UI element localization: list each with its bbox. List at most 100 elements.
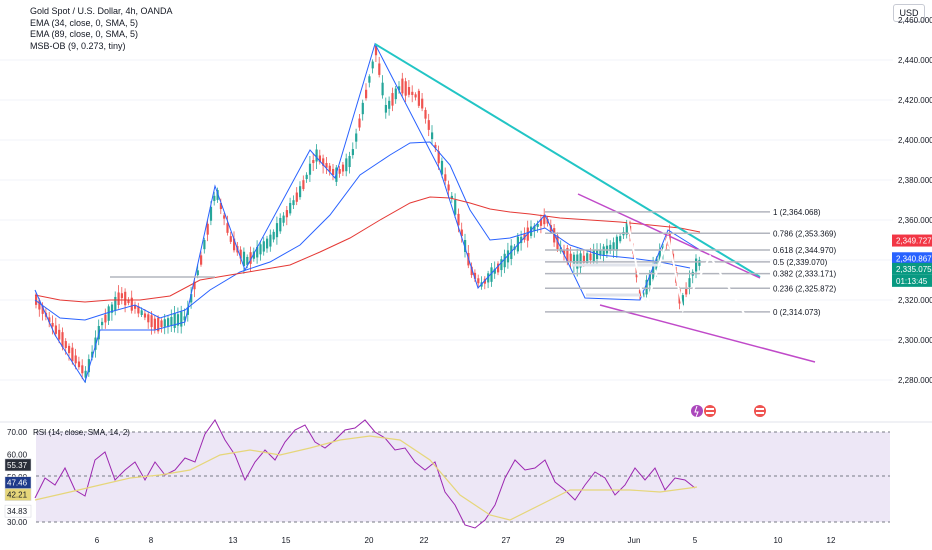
candle-body bbox=[645, 279, 648, 295]
candle-body bbox=[110, 304, 114, 313]
candle-body bbox=[259, 244, 262, 255]
grid bbox=[0, 59, 893, 381]
rsi-ma-line bbox=[34, 435, 698, 521]
candle-body bbox=[609, 244, 612, 251]
candle-body bbox=[579, 253, 582, 268]
candle-body bbox=[332, 168, 335, 176]
rsi-legend: RSI (14, close, SMA, 14, 2) bbox=[33, 428, 130, 437]
candle-body bbox=[143, 313, 147, 318]
candle-body bbox=[368, 76, 371, 83]
candle-body bbox=[685, 288, 688, 295]
candle-body bbox=[203, 240, 206, 250]
time-tick-label: 5 bbox=[693, 536, 698, 545]
candle-body bbox=[490, 267, 493, 282]
candle-body bbox=[58, 329, 61, 340]
candle-body bbox=[572, 254, 576, 266]
candle-body bbox=[355, 133, 358, 142]
candle-body bbox=[450, 195, 453, 199]
descending-trendline bbox=[374, 43, 761, 278]
candle-body bbox=[497, 263, 500, 273]
candle-body bbox=[322, 158, 325, 166]
candle-body bbox=[625, 222, 628, 235]
rsi-tick-label: 60.00 bbox=[7, 451, 28, 460]
us-flag-icon bbox=[754, 405, 766, 417]
arrow-icon bbox=[744, 321, 758, 336]
fib-level-label: 0.5 (2,339.070) bbox=[773, 258, 828, 267]
flash-icon bbox=[691, 405, 703, 417]
ema34-line bbox=[34, 141, 691, 321]
candle-body bbox=[374, 45, 378, 56]
candle-body bbox=[127, 299, 130, 304]
candle-body bbox=[381, 82, 384, 96]
candle-body bbox=[365, 89, 368, 99]
candle-body bbox=[384, 104, 387, 113]
candle-body bbox=[569, 253, 572, 262]
candle-body bbox=[312, 160, 315, 164]
candle-body bbox=[124, 291, 127, 306]
candle-body bbox=[272, 231, 275, 240]
candle-body bbox=[308, 163, 312, 175]
candle-body bbox=[658, 250, 661, 263]
time-tick-label: 13 bbox=[229, 536, 238, 545]
price-tick-label: 2,420.000 bbox=[898, 96, 932, 105]
candle-body bbox=[391, 93, 394, 106]
candle-body bbox=[81, 365, 84, 374]
candle-body bbox=[388, 100, 391, 109]
candle-body bbox=[341, 164, 345, 172]
price-axis[interactable]: 2,440.000 2,420.000 2,400.000 2,380.000 2,36… bbox=[892, 16, 932, 385]
candle-body bbox=[77, 361, 81, 368]
candle-body bbox=[48, 317, 51, 323]
candle-body bbox=[328, 165, 331, 172]
rsi-tag-bg bbox=[4, 458, 32, 472]
candle-body bbox=[615, 236, 618, 251]
candle-body bbox=[216, 190, 219, 200]
candle-body bbox=[249, 252, 252, 264]
candle-body bbox=[252, 251, 255, 259]
candle-body bbox=[599, 250, 602, 256]
time-axis[interactable]: 6 8 13 15 20 22 27 29 Jun 5 10 12 bbox=[95, 536, 836, 545]
time-tick-label: 22 bbox=[420, 536, 429, 545]
candle-body bbox=[176, 314, 180, 326]
event-icons[interactable] bbox=[691, 405, 766, 418]
candle-body bbox=[279, 217, 282, 232]
candle-body bbox=[325, 163, 328, 168]
msb-legend: MSB-OB (9, 0.273, tiny) bbox=[30, 40, 126, 51]
candle-body bbox=[556, 235, 559, 250]
candle-body bbox=[589, 253, 592, 261]
candle-body bbox=[533, 225, 536, 231]
candle-body bbox=[206, 223, 209, 235]
candle-body bbox=[394, 88, 397, 100]
candle-body bbox=[160, 320, 163, 328]
currency-button[interactable]: USD bbox=[893, 4, 925, 22]
fib-level-label: 0.236 (2,325.872) bbox=[773, 284, 836, 293]
candle-body bbox=[242, 251, 246, 267]
candle-body bbox=[520, 236, 523, 244]
last-price-tag: 2,335.075 bbox=[896, 265, 932, 274]
candle-body bbox=[91, 351, 94, 358]
candle-body bbox=[114, 296, 117, 311]
candle-body bbox=[414, 94, 417, 98]
ema89-legend: EMA (89, close, 0, SMA, 5) bbox=[30, 29, 139, 39]
candle-body bbox=[648, 273, 651, 286]
candle-body bbox=[229, 236, 232, 242]
candle-body bbox=[163, 319, 166, 327]
fib-level-label: 1 (2,364.068) bbox=[773, 208, 821, 217]
candle-body bbox=[285, 210, 288, 218]
price-tick-label: 2,400.000 bbox=[898, 136, 932, 145]
candle-body bbox=[289, 202, 292, 214]
candle-body bbox=[275, 223, 279, 238]
candle-body bbox=[500, 259, 503, 271]
candle-body bbox=[427, 120, 430, 130]
rsi-value-tag: 42.21 bbox=[7, 491, 28, 500]
candle-body bbox=[348, 155, 351, 168]
candle-body bbox=[193, 281, 196, 290]
candle-body bbox=[180, 311, 183, 327]
candle-body bbox=[401, 78, 404, 94]
fib-level-label: 0.786 (2,353.369) bbox=[773, 229, 836, 238]
candle-body bbox=[183, 316, 186, 321]
time-tick-label: 10 bbox=[774, 536, 783, 545]
candle-body bbox=[642, 292, 645, 298]
candle-body bbox=[117, 292, 120, 306]
